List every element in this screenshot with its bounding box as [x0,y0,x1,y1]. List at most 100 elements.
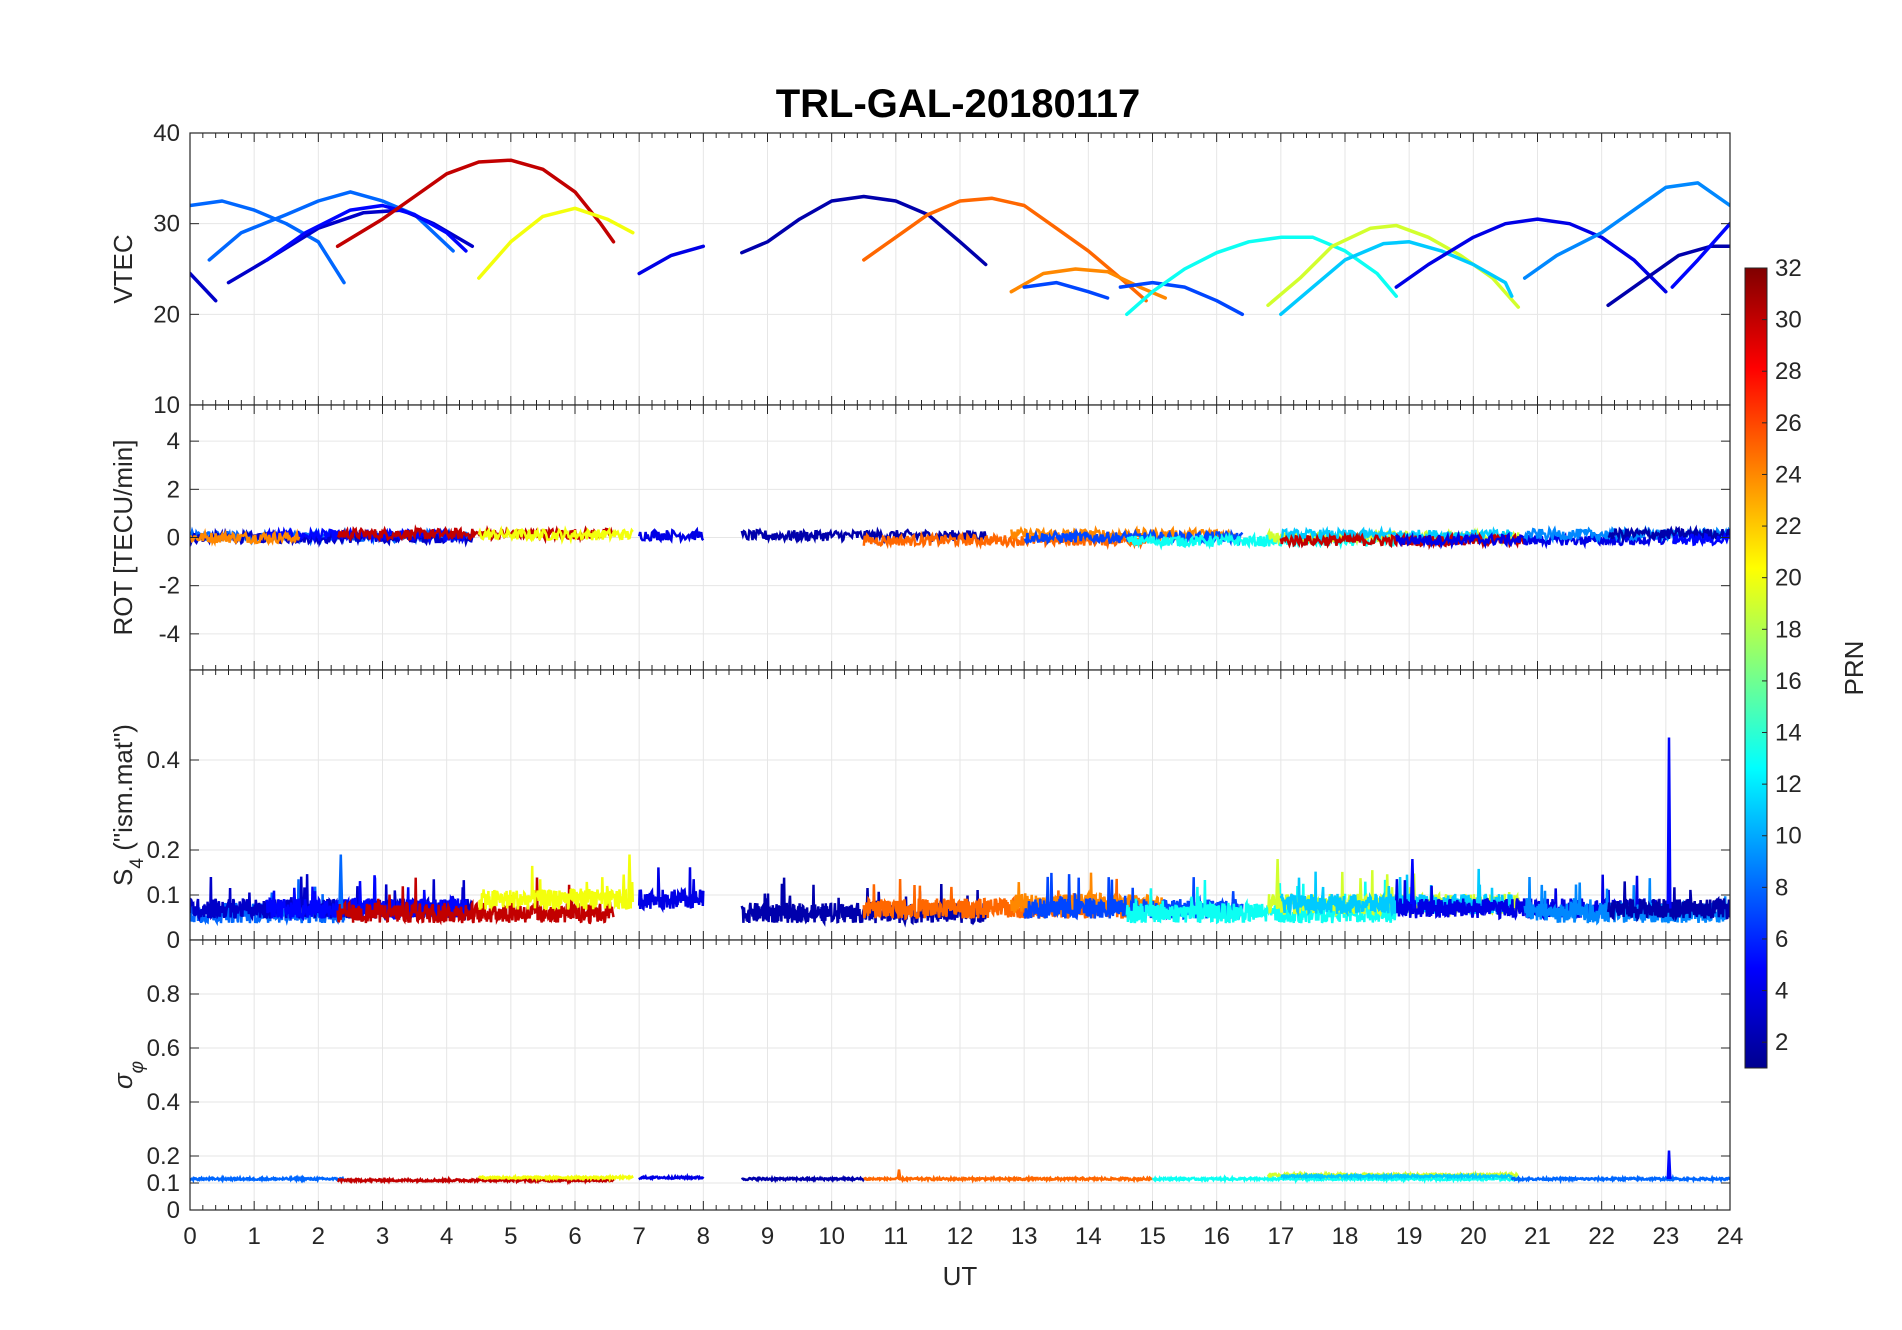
x-tick-label: 15 [1139,1223,1166,1250]
series-group [190,1150,1730,1186]
x-axis-label: UT [943,1261,978,1291]
y-tick-label: 0.1 [147,1170,180,1197]
x-tick-label: 10 [818,1223,845,1250]
sigma-series-prn-11 [1280,1171,1513,1181]
vtec-series-prn-4 [1394,217,1668,294]
ticks: 0 0.1 0.2 0.4 [147,670,1731,954]
y-tick-label: 0 [167,1197,180,1224]
x-tick-label: 1 [247,1223,260,1250]
y-axis-label: VTEC [108,234,138,303]
panel-vtec: 10 20 30 40 VTEC [108,120,1731,419]
x-tick-label: 8 [697,1223,710,1250]
x-tick-label: 4 [440,1223,453,1250]
colorbar-tick-label: 32 [1775,255,1802,282]
x-tick-label: 7 [632,1223,645,1250]
vtec-series-prn-8 [190,199,346,285]
x-tick-label: 0 [183,1223,196,1250]
s4-series-prn-20 [478,865,635,912]
colorbar-tick-label: 18 [1775,616,1802,643]
panel-rot: -4 -2 0 2 4 ROT [TECU/min] [108,404,1731,671]
colorbar-tick-label: 26 [1775,410,1802,437]
rot-series-prn-5 [1671,531,1730,548]
sigma-series-prn-8 [190,1174,345,1184]
y-tick-label: 0.2 [147,1143,180,1170]
colorbar-tick-label: 4 [1775,978,1788,1005]
x-tick-label: 2 [312,1223,325,1250]
s4-series-prn-2 [1606,881,1730,923]
s4-series-prn-4 [637,867,705,914]
colorbar-tick-label: 28 [1775,358,1802,385]
y-tick-label: 2 [167,476,180,503]
ticks: -4 -2 0 2 4 [159,405,1731,670]
y-tick-label: 0 [167,927,180,954]
s4-series-prn-5 [265,875,468,923]
y-tick-label: 0.8 [147,981,180,1008]
x-tick-label: 5 [504,1223,517,1250]
rot-series-prn-24 [190,527,301,547]
y-axis-label-main: σ [108,1072,138,1089]
y-tick-label: 30 [153,211,180,238]
panel-s4: 00.10.20.4S4 ("ism.mat") [108,669,1731,954]
y-tick-label: 10 [153,392,180,419]
grid [189,670,1731,941]
s4-spike-prn-19 [1275,858,1281,909]
ticks: 10 20 30 40 [153,120,1731,419]
s4-spike-prn-20 [627,854,633,909]
rot-series-prn-4 [1395,529,1667,550]
sigma-series-prn-2 [740,1174,865,1184]
rot-series-prn-4 [637,526,705,545]
vtec-series-prn-7 [1118,280,1245,317]
vtec-series-prn-13 [1125,235,1399,317]
x-tick-label: 14 [1075,1223,1102,1250]
vtec-series-prn-9 [1522,181,1730,280]
colorbar-tick-label: 10 [1775,823,1802,850]
y-tick-label: -4 [159,621,180,648]
rot-series-prn-20 [477,525,634,545]
colorbar-gradient [1744,267,1768,1069]
x-tick-label: 12 [947,1223,974,1250]
y-tick-label: 0.6 [147,1035,180,1062]
x-tick-label: 11 [883,1223,908,1250]
vtec-series-prn-2 [1606,244,1730,308]
s4-spike-prn-5 [1666,737,1672,909]
x-tick-label: 18 [1332,1223,1359,1250]
colorbar-tick-label: 24 [1775,461,1802,488]
series-group [190,524,1730,551]
vtec-series-prn-20 [477,206,635,280]
vtec-series-prn-3 [190,271,218,303]
x-tick-label: 6 [568,1223,581,1250]
x-tick-label: 13 [1011,1223,1038,1250]
y-tick-label: 0.1 [147,882,180,909]
sigma-spike-prn-25 [896,1169,902,1180]
vtec-series-prn-11 [1279,240,1514,317]
colorbar-tick-label: 14 [1775,720,1802,747]
series-group [190,158,1730,317]
x-tick-label: 22 [1588,1223,1615,1250]
y-axis-label-sub: 4 [127,858,148,869]
sigma-spike-prn-5 [1666,1150,1672,1180]
vtec-series-prn-2 [740,194,988,267]
vtec-series-prn-4 [637,244,706,276]
y-tick-label: 0.2 [147,837,180,864]
x-tick-label: 21 [1524,1223,1551,1250]
chart-title: TRL-GAL-20180117 [776,82,1141,126]
vtec-series-prn-7 [1022,280,1110,300]
y-tick-label: 0.4 [147,747,180,774]
y-tick-label: -2 [159,573,180,600]
y-tick-label: 0 [167,525,180,552]
colorbar-label: PRN [1839,641,1869,696]
x-tick-label: 16 [1203,1223,1230,1250]
y-axis-label-sub: φ [127,1061,148,1073]
s4-series-prn-30 [336,877,615,926]
x-tick-label: 19 [1396,1223,1423,1250]
y-axis-label-main: S [108,869,138,886]
x-tick-label: 17 [1267,1223,1294,1250]
sigma-series-prn-4 [638,1172,705,1182]
colorbar-tick-label: 8 [1775,874,1788,901]
y-tick-label: 40 [153,120,180,147]
x-tick-label: 9 [761,1223,774,1250]
sigma-series-prn-20 [477,1173,634,1183]
y-tick-label: 4 [167,428,180,455]
